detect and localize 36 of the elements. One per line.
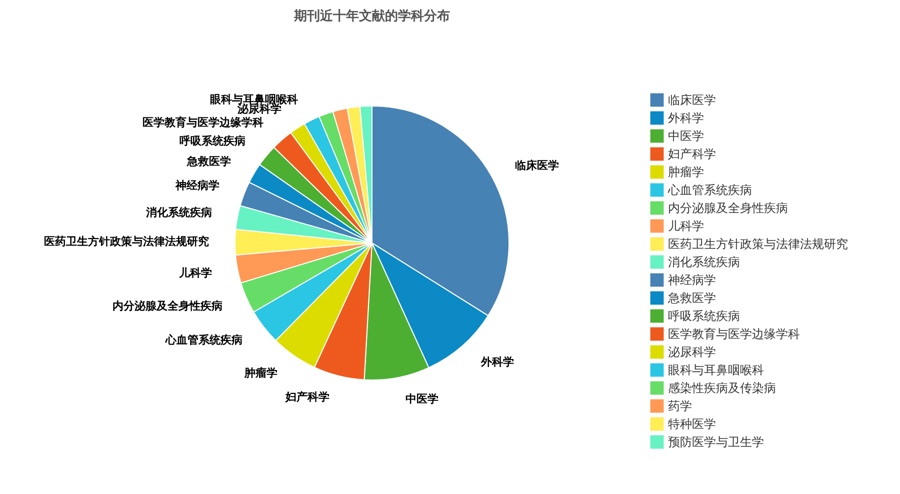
slice-label: 神经病学 — [174, 178, 220, 192]
legend-label: 肿瘤学 — [668, 165, 704, 179]
slice-label: 医药卫生方针政策与法律法规研究 — [44, 235, 210, 248]
legend-label: 感染性疾病及传染病 — [668, 381, 776, 395]
slice-label: 中医学 — [405, 392, 438, 406]
legend-label: 预防医学与卫生学 — [668, 435, 764, 449]
slice-label: 内分泌腺及全身性疾病 — [112, 300, 222, 313]
legend-label: 呼吸系统疾病 — [668, 309, 740, 323]
slice-label: 消化系统疾病 — [144, 206, 212, 220]
slice-label: 医学教育与医学边缘学科 — [142, 116, 264, 130]
legend-label: 儿科学 — [668, 219, 704, 233]
slice-label: 临床医学 — [515, 158, 560, 172]
slice-label: 肿瘤学 — [243, 366, 278, 380]
slice-label: 呼吸系统疾病 — [179, 134, 246, 148]
legend-label: 眼科与耳鼻咽喉科 — [668, 363, 764, 377]
legend-label: 临床医学 — [668, 93, 716, 107]
legend-label: 特种医学 — [668, 417, 716, 431]
legend-label: 中医学 — [668, 129, 704, 143]
legend-label: 医药卫生方针政策与法律法规研究 — [668, 237, 848, 251]
legend-label: 心血管系统疾病 — [667, 183, 752, 197]
slice-label: 急救医学 — [186, 155, 232, 168]
legend-label: 医学教育与医学边缘学科 — [668, 327, 800, 341]
legend-label: 消化系统疾病 — [668, 255, 740, 269]
slice-label: 心血管系统疾病 — [164, 333, 242, 346]
chart-title: 期刊近十年文献的学科分布 — [293, 8, 450, 24]
legend-label: 急救医学 — [667, 291, 716, 305]
legend-label: 外科学 — [668, 111, 704, 125]
slice-label: 儿科学 — [178, 266, 212, 280]
slice-label: 外科学 — [480, 356, 514, 369]
legend-label: 内分泌腺及全身性疾病 — [668, 201, 788, 215]
slice-label: 泌尿科学 — [236, 102, 282, 116]
legend-label: 神经病学 — [668, 273, 716, 287]
slice-label: 妇产科学 — [284, 390, 330, 404]
legend-label: 泌尿科学 — [668, 345, 716, 359]
legend-label: 药学 — [668, 399, 692, 413]
legend-label: 妇产科学 — [668, 147, 716, 161]
